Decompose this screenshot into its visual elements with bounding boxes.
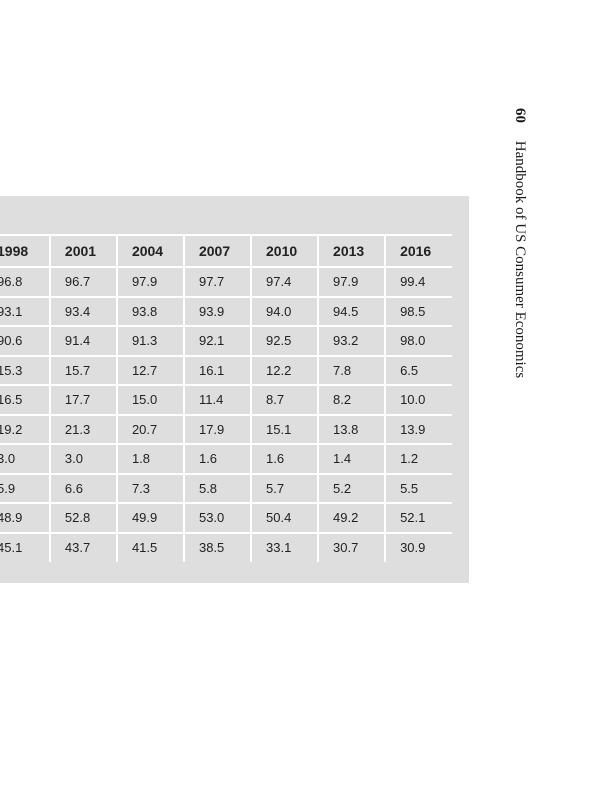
table-cell: 49.2 xyxy=(318,503,387,534)
table-cell: 38.5 xyxy=(183,532,253,562)
table-cell: 33.1 xyxy=(251,532,320,562)
book-title: Handbook of US Consumer Economics xyxy=(512,140,528,379)
table-cell: 41.5 xyxy=(116,532,185,562)
table-cell: 49.9 xyxy=(116,503,185,534)
column-header-2013: 2013 xyxy=(318,234,387,268)
table-row: 15.3 15.7 12.7 16.1 12.2 7.8 6.5 xyxy=(0,355,452,386)
table-cell: 20.7 xyxy=(116,414,185,445)
table-cell: 16.1 xyxy=(183,355,253,386)
table-cell: 5.5 xyxy=(385,473,452,504)
table-cell: 10.0 xyxy=(385,385,452,416)
table-cell: 12.2 xyxy=(251,355,320,386)
table-row: 19.2 21.3 20.7 17.9 15.1 13.8 13.9 xyxy=(0,414,452,445)
table-cell: 45.1 xyxy=(0,532,51,562)
table-cell: 98.5 xyxy=(385,296,452,327)
table-row: 48.9 52.8 49.9 53.0 50.4 49.2 52.1 xyxy=(0,503,452,534)
table-cell: 91.3 xyxy=(116,326,185,357)
table-cell: 5.8 xyxy=(183,473,253,504)
table-cell: 8.2 xyxy=(318,385,387,416)
table-cell: 93.9 xyxy=(183,296,253,327)
table-cell: 93.4 xyxy=(49,296,118,327)
table-cell: 30.7 xyxy=(318,532,387,562)
table-cell: 15.3 xyxy=(0,355,51,386)
data-table: 1998 2001 2004 2007 2010 2013 2016 96.8 9… xyxy=(0,234,452,562)
table-cell: 53.0 xyxy=(183,503,253,534)
table-cell: 19.2 xyxy=(0,414,51,445)
table-cell: 13.8 xyxy=(318,414,387,445)
table-cell: 5.9 xyxy=(0,473,51,504)
table-cell: 48.9 xyxy=(0,503,51,534)
table-row: 93.1 93.4 93.8 93.9 94.0 94.5 98.5 xyxy=(0,296,452,327)
table-cell: 1.6 xyxy=(251,444,320,475)
table-row: 96.8 96.7 97.9 97.7 97.4 97.9 99.4 xyxy=(0,267,452,298)
table-cell: 96.7 xyxy=(49,267,118,298)
table-cell: 1.2 xyxy=(385,444,452,475)
table-cell: 43.7 xyxy=(49,532,118,562)
table-cell: 16.5 xyxy=(0,385,51,416)
table-cell: 3.0 xyxy=(0,444,51,475)
table-cell: 52.8 xyxy=(49,503,118,534)
table-cell: 6.5 xyxy=(385,355,452,386)
table-body: 96.8 96.7 97.9 97.7 97.4 97.9 99.4 93.1 93.4 93.8… xyxy=(0,267,452,562)
table-cell: 7.3 xyxy=(116,473,185,504)
table-header: 1998 2001 2004 2007 2010 2013 2016 xyxy=(0,234,452,268)
table-cell: 3.0 xyxy=(49,444,118,475)
column-header-2001: 2001 xyxy=(49,234,118,268)
table-cell: 97.7 xyxy=(183,267,253,298)
table-cell: 94.5 xyxy=(318,296,387,327)
table-cell: 97.4 xyxy=(251,267,320,298)
header-row: 1998 2001 2004 2007 2010 2013 2016 xyxy=(0,234,452,268)
table-row: 16.5 17.7 15.0 11.4 8.7 8.2 10.0 xyxy=(0,385,452,416)
table-row: 5.9 6.6 7.3 5.8 5.7 5.2 5.5 xyxy=(0,473,452,504)
table-cell: 5.7 xyxy=(251,473,320,504)
table-cell: 5.2 xyxy=(318,473,387,504)
table-row: 3.0 3.0 1.8 1.6 1.6 1.4 1.2 xyxy=(0,444,452,475)
table-cell: 97.9 xyxy=(318,267,387,298)
column-header-2007: 2007 xyxy=(183,234,253,268)
table-cell: 7.8 xyxy=(318,355,387,386)
page-number: 60 xyxy=(512,108,528,123)
table-cell: 99.4 xyxy=(385,267,452,298)
table-cell: 90.6 xyxy=(0,326,51,357)
table-row: 90.6 91.4 91.3 92.1 92.5 93.2 98.0 xyxy=(0,326,452,357)
table-cell: 91.4 xyxy=(49,326,118,357)
table-cell: 93.2 xyxy=(318,326,387,357)
table-cell: 17.9 xyxy=(183,414,253,445)
column-header-2016: 2016 xyxy=(385,234,452,268)
table-cell: 94.0 xyxy=(251,296,320,327)
table-cell: 15.7 xyxy=(49,355,118,386)
table-cell: 21.3 xyxy=(49,414,118,445)
table-cell: 6.6 xyxy=(49,473,118,504)
table-cell: 1.4 xyxy=(318,444,387,475)
table-cell: 52.1 xyxy=(385,503,452,534)
table-cell: 1.8 xyxy=(116,444,185,475)
table-row: 45.1 43.7 41.5 38.5 33.1 30.7 30.9 xyxy=(0,532,452,562)
table-cell: 17.7 xyxy=(49,385,118,416)
table-cell: 98.0 xyxy=(385,326,452,357)
table-cell: 11.4 xyxy=(183,385,253,416)
table-cell: 96.8 xyxy=(0,267,51,298)
table-cell: 15.1 xyxy=(251,414,320,445)
table-cell: 15.0 xyxy=(116,385,185,416)
table-cell: 93.8 xyxy=(116,296,185,327)
table-cell: 93.1 xyxy=(0,296,51,327)
table-cell: 13.9 xyxy=(385,414,452,445)
table-cell: 1.6 xyxy=(183,444,253,475)
table-cell: 97.9 xyxy=(116,267,185,298)
table-cell: 30.9 xyxy=(400,540,426,556)
table-cell: 92.5 xyxy=(251,326,320,357)
table-cell: 8.7 xyxy=(251,385,320,416)
column-header-2004: 2004 xyxy=(116,234,185,268)
column-header-1998: 1998 xyxy=(0,234,51,268)
table-cell: 50.4 xyxy=(251,503,320,534)
column-header-2010: 2010 xyxy=(251,234,320,268)
table-cell: 92.1 xyxy=(183,326,253,357)
table-panel: 1998 2001 2004 2007 2010 2013 2016 96.8 9… xyxy=(0,196,469,583)
table-cell: 12.7 xyxy=(116,355,185,386)
running-head: 60 Handbook of US Consumer Economics xyxy=(511,108,528,378)
